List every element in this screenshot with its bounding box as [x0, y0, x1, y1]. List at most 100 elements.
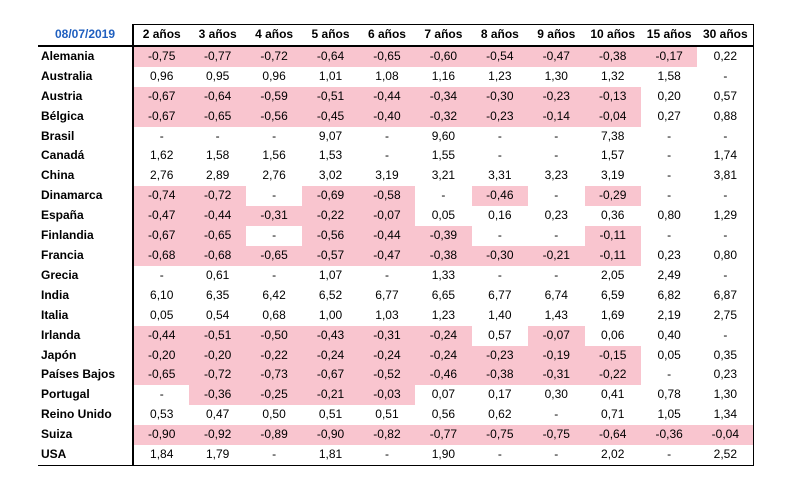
country-label: Canadá — [38, 146, 134, 167]
column-header: 6 años — [358, 23, 416, 47]
yield-cell: 1,33 — [431, 267, 456, 282]
yield-cell: -0,64 — [302, 45, 359, 67]
table-row: Japón -0,20 -0,20 -0,22 -0,24 -0,24 -0,24 -0,23… — [38, 345, 755, 366]
yield-cell: -0,65 — [189, 106, 246, 127]
yield-cell: 1,32 — [601, 68, 625, 83]
yield-cell: 0,07 — [431, 387, 456, 402]
yield-cell: - — [667, 188, 672, 203]
yield-cell: 0,80 — [697, 245, 755, 266]
yield-cell: 0,96 — [262, 68, 286, 83]
yield-cell: 6,77 — [488, 287, 512, 302]
yield-cell: 0,50 — [262, 407, 286, 422]
yield-cell: -0,25 — [245, 385, 303, 406]
yield-cell: 2,76 — [150, 168, 174, 183]
yield-cell: -0,51 — [302, 86, 359, 107]
yield-cell: - — [554, 188, 559, 203]
yield-cell: -0,21 — [302, 385, 359, 406]
yield-cell: -0,47 — [528, 45, 585, 67]
yield-cell: -0,77 — [189, 45, 246, 67]
yield-cell: - — [272, 267, 277, 282]
country-label: Austria — [38, 86, 134, 107]
yield-cell: - — [497, 267, 502, 282]
yield-cell: -0,75 — [471, 425, 529, 446]
yield-cell: -0,50 — [245, 325, 303, 346]
table-row: Irlanda -0,44 -0,51 -0,50 -0,43 -0,31 -0,24 0,5… — [38, 325, 755, 346]
table-body: Alemania -0,75 -0,77 -0,72 -0,64 -0,65 -0,60 -0… — [38, 45, 755, 466]
yield-cell: - — [667, 367, 672, 382]
yield-cell: -0,24 — [415, 345, 472, 366]
table-row: Reino Unido 0,53 0,47 0,50 0,51 0,51 0,56 0,62 -… — [38, 405, 755, 426]
yield-cell: 1,90 — [415, 445, 472, 466]
yield-cell: - — [471, 445, 529, 466]
yield-cell: - — [697, 66, 755, 87]
country-label: Finlandia — [38, 226, 134, 246]
yield-cell: -0,23 — [471, 345, 529, 366]
yield-cell: 1,08 — [375, 68, 399, 83]
yield-cell: 2,05 — [601, 267, 625, 282]
yield-cell: -0,43 — [302, 325, 359, 346]
yield-cell: 1,57 — [601, 148, 625, 163]
yield-cell: -0,07 — [358, 206, 416, 227]
yield-cell: 0,68 — [262, 307, 286, 322]
yield-cell: 0,05 — [657, 347, 681, 362]
yield-cell: 2,89 — [205, 168, 230, 183]
yield-cell: -0,11 — [584, 245, 641, 266]
yield-cell: -0,19 — [528, 345, 585, 366]
yield-cell: 0,41 — [601, 387, 625, 402]
yield-cell: - — [497, 148, 502, 163]
yield-cell: -0,32 — [415, 106, 472, 127]
yield-cell: 0,71 — [601, 407, 625, 422]
yield-cell: -0,31 — [528, 365, 585, 386]
yield-cell: 0,22 — [697, 45, 755, 67]
yield-cell: -0,72 — [189, 186, 246, 207]
yield-cell: - — [554, 228, 559, 243]
yield-cell: 6,52 — [318, 287, 343, 302]
yield-cell: -0,74 — [133, 186, 190, 207]
yield-cell: 9,07 — [318, 128, 343, 143]
yield-cell: -0,38 — [584, 45, 641, 67]
yield-cell: 1,55 — [431, 148, 456, 163]
table-row: Portugal - -0,36 -0,25 -0,21 -0,03 0,07 0,17 0,3… — [38, 385, 755, 406]
country-label: Bélgica — [38, 106, 134, 127]
yield-cell: 1,62 — [150, 148, 174, 163]
yield-cell: 0,57 — [488, 327, 512, 342]
yield-cell: 6,59 — [601, 287, 625, 302]
yield-cell: 0,36 — [601, 208, 625, 223]
yield-cell: 1,84 — [133, 445, 190, 466]
table-row: Dinamarca -0,74 -0,72 - -0,69 -0,58 - -0,46 - -0,… — [38, 186, 755, 207]
table-row: USA 1,84 1,79-1,81-1,90- -2,02-2,52 — [38, 445, 755, 466]
yield-cell: -0,38 — [471, 365, 529, 386]
yield-cell: 6,42 — [262, 287, 286, 302]
table-row: Brasil - - - 9,07 - 9,60 - - 7,38 - - — [38, 126, 755, 147]
country-label: Suiza — [38, 425, 134, 446]
country-label: España — [38, 206, 134, 227]
yield-cell: -0,90 — [133, 425, 190, 446]
yield-cell: 0,16 — [488, 208, 512, 223]
yield-cell: - — [159, 128, 164, 143]
table-row: Austria -0,67 -0,64 -0,59 -0,51 -0,44 -0,34 -0,… — [38, 86, 755, 107]
yield-cell: -0,22 — [584, 365, 641, 386]
yield-cell: 2,52 — [697, 445, 755, 466]
yield-cell: 1,40 — [488, 307, 512, 322]
column-header: 2 años — [133, 23, 190, 47]
column-header: 15 años — [640, 23, 698, 47]
yield-cell: 0,88 — [697, 106, 755, 127]
yield-cell: -0,20 — [189, 345, 246, 366]
yield-cell: - — [159, 267, 164, 282]
yield-cell: -0,65 — [358, 45, 416, 67]
yield-cell: 9,60 — [431, 128, 456, 143]
yield-cell: - — [554, 148, 559, 163]
yield-cell: - — [667, 148, 672, 163]
yield-cell: 0,96 — [150, 68, 174, 83]
country-label: Australia — [38, 66, 134, 87]
yield-cell: -0,20 — [133, 345, 190, 366]
yield-cell: -0,47 — [358, 245, 416, 266]
yield-cell: 0,05 — [150, 307, 174, 322]
yield-cell: -0,68 — [133, 245, 190, 266]
yield-cell: 3,21 — [431, 168, 456, 183]
bond-yield-table: 08/07/2019 2 años 3 años 4 años 5 años 6 año… — [38, 23, 755, 466]
yield-cell: -0,38 — [415, 245, 472, 266]
yield-cell: 0,06 — [601, 327, 625, 342]
yield-cell: 1,23 — [488, 68, 512, 83]
yield-cell: 0,61 — [205, 267, 230, 282]
